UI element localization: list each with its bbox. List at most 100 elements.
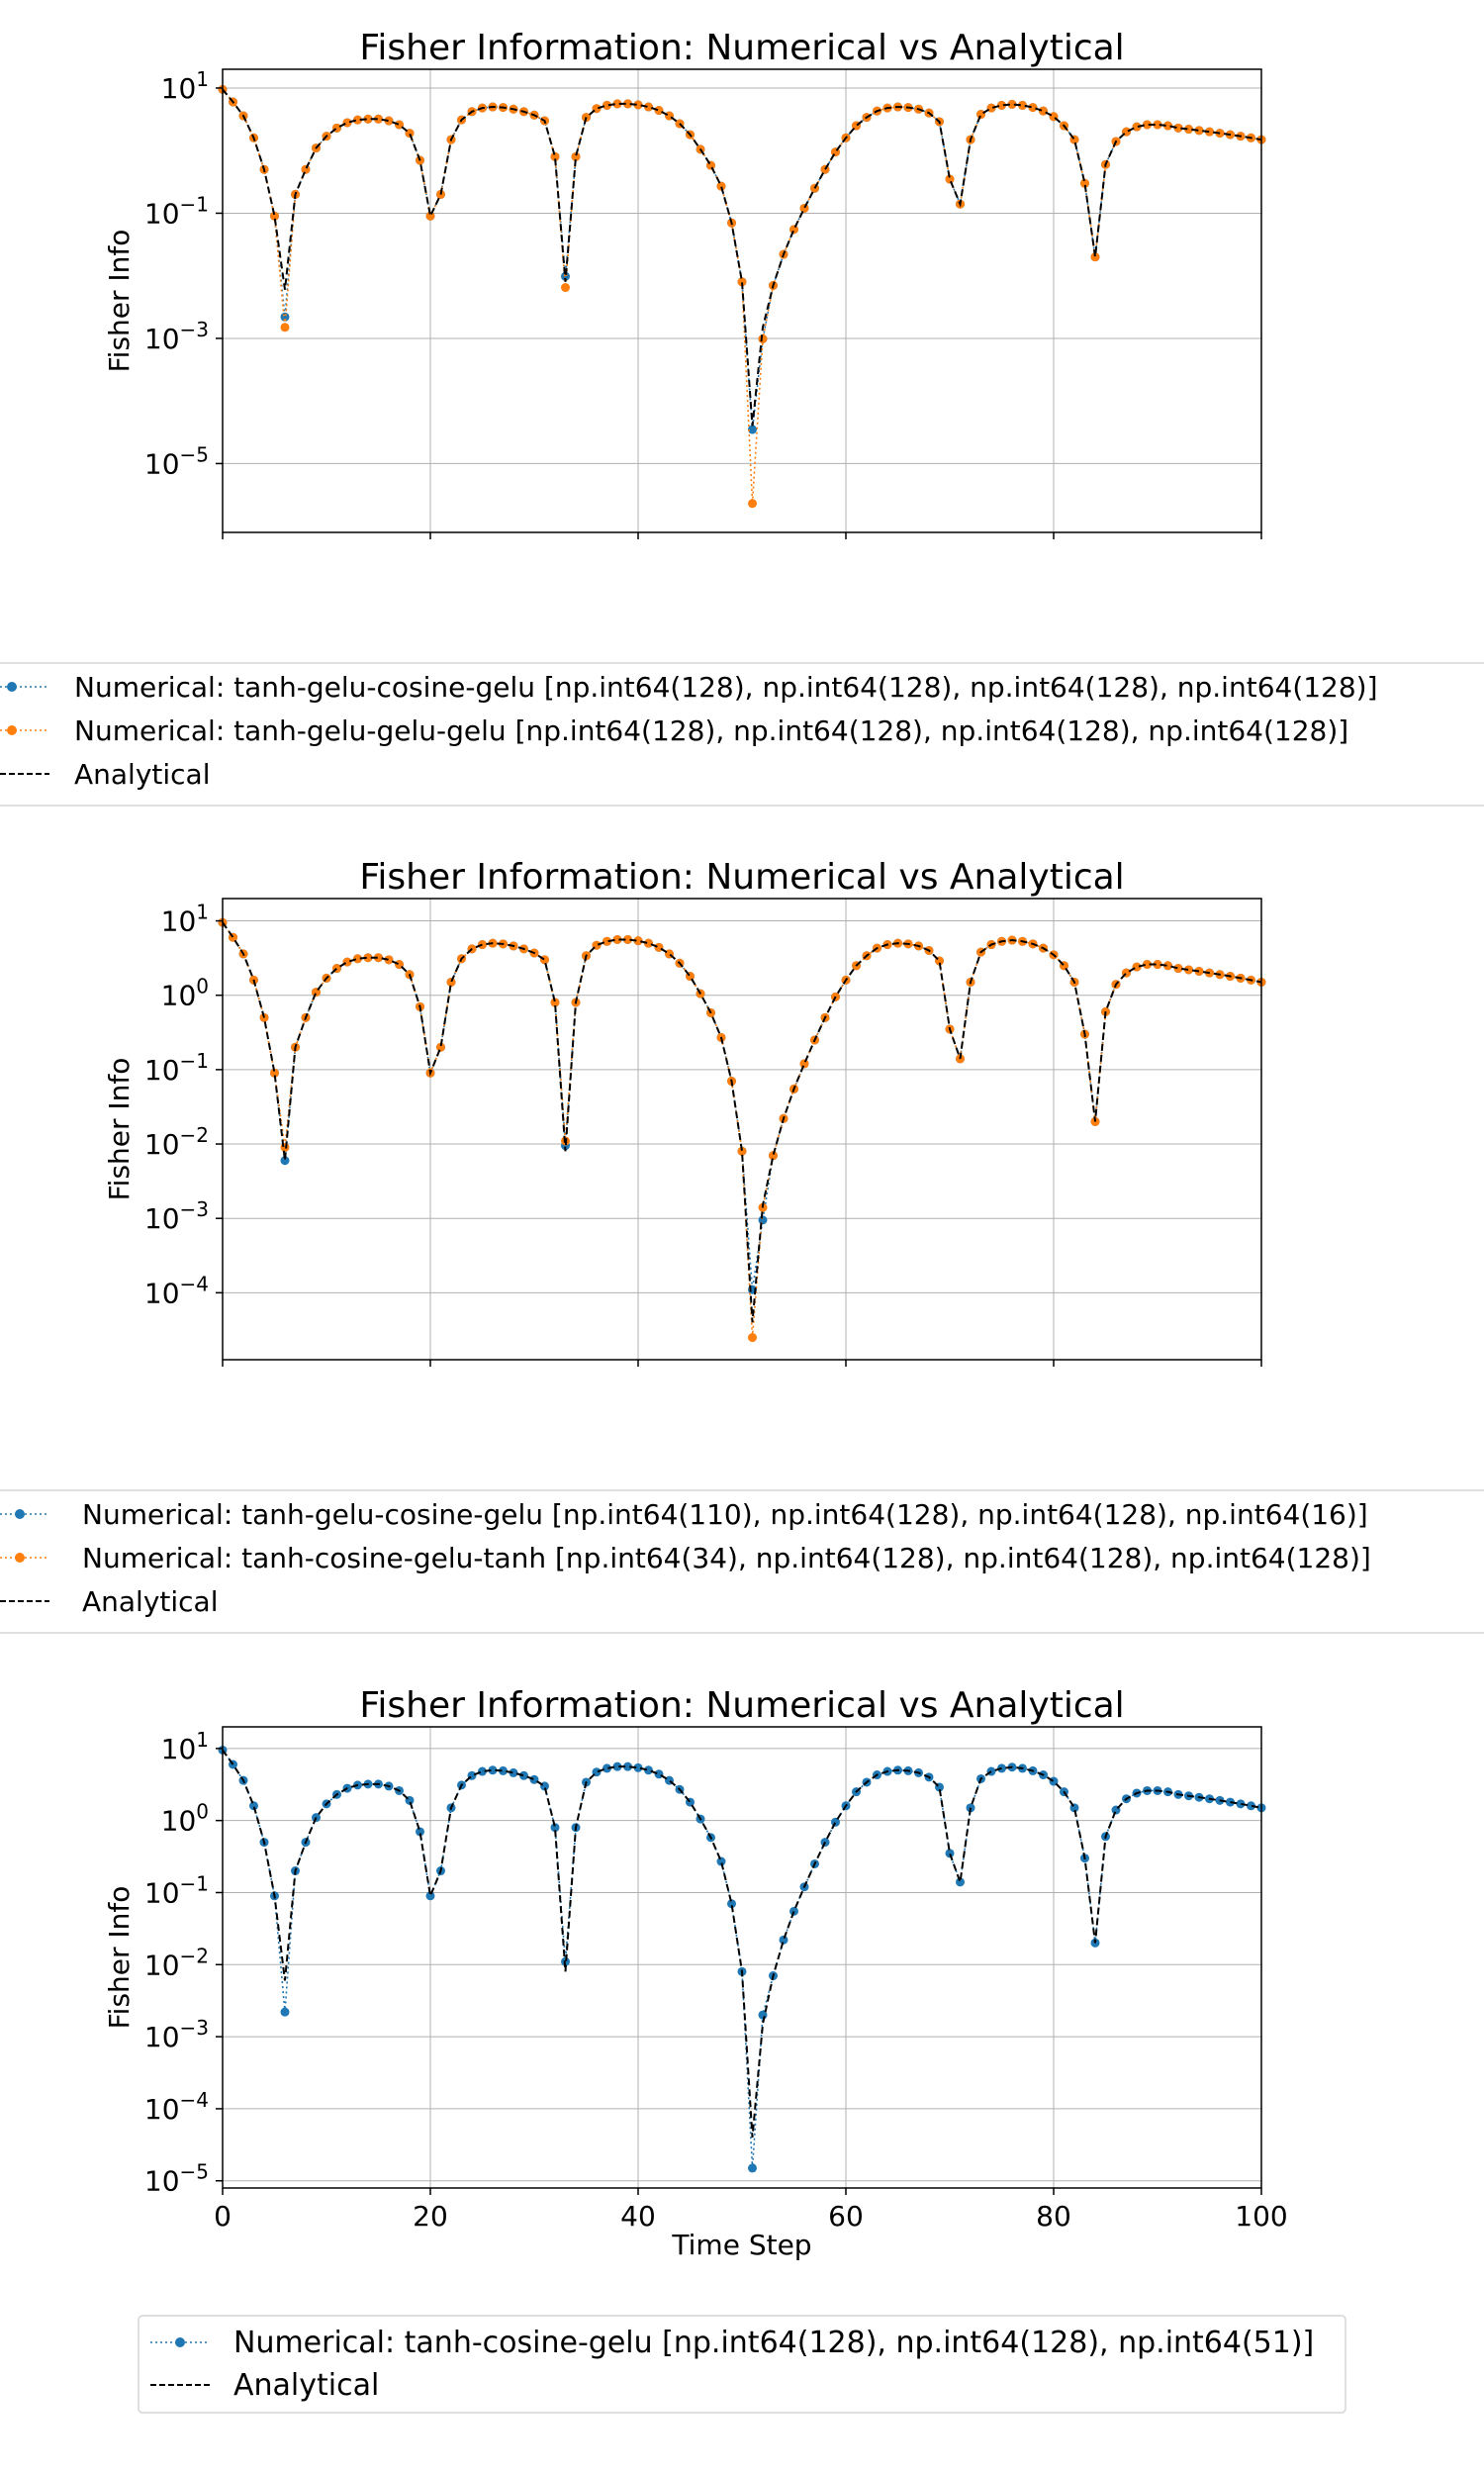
legend-box <box>0 662 1484 807</box>
data-point <box>280 323 290 333</box>
legend-label: Analytical <box>82 1585 219 1618</box>
data-point <box>1236 1799 1246 1809</box>
data-point <box>1153 960 1162 970</box>
chart-panel-2: Fisher Information: Numerical vs Analyti… <box>0 857 1484 1634</box>
data-point <box>405 129 415 139</box>
y-tick-label: 10−1 <box>144 1049 209 1087</box>
data-point <box>550 998 560 1007</box>
data-point <box>612 99 622 109</box>
data-point <box>623 1761 632 1771</box>
data-point <box>1132 122 1142 132</box>
data-point <box>603 936 611 946</box>
x-tick-label: 20 <box>413 2200 448 2233</box>
y-tick-label: 10−2 <box>144 1944 209 1981</box>
data-point <box>1090 252 1100 262</box>
data-point <box>280 2007 290 2017</box>
legend-entry: Numerical: tanh-gelu-gelu-gelu [np.int64… <box>0 714 1348 747</box>
data-point <box>280 1156 290 1166</box>
legend-box <box>0 1489 1484 1634</box>
data-point <box>789 225 798 235</box>
legend-marker-orange <box>7 725 17 735</box>
data-point <box>654 1769 664 1779</box>
data-point <box>623 934 632 944</box>
series-line-analytical <box>222 1749 1262 2138</box>
data-point <box>519 1770 528 1780</box>
data-point <box>633 1762 643 1772</box>
data-point <box>644 938 653 948</box>
legend-label: Analytical <box>233 2368 379 2403</box>
data-point <box>769 1151 778 1161</box>
y-axis-label: Fisher Info <box>103 1886 136 2030</box>
data-point <box>499 1765 508 1775</box>
data-point <box>623 99 632 109</box>
y-axis-label: Fisher Info <box>103 1058 136 1201</box>
data-point <box>789 1906 798 1916</box>
plot-frame <box>222 898 1262 1361</box>
chart-panel-1: Fisher Information: Numerical vs Analyti… <box>0 28 1484 807</box>
data-point <box>270 211 279 221</box>
data-point <box>945 174 955 184</box>
legend: Numerical: tanh-gelu-cosine-gelu [np.int… <box>0 1489 1484 1634</box>
data-point <box>716 1856 726 1866</box>
plot-frame <box>222 1726 1262 2189</box>
data-point <box>561 271 570 281</box>
data-point <box>799 1059 809 1069</box>
data-point <box>1028 103 1038 113</box>
data-point <box>737 1146 747 1156</box>
data-point <box>820 164 830 174</box>
data-point <box>280 1142 290 1152</box>
y-tick-label: 10−5 <box>144 2160 209 2198</box>
data-point <box>1163 961 1172 971</box>
data-point <box>716 181 726 191</box>
legend-entry: Numerical: tanh-gelu-cosine-gelu [np.int… <box>0 1498 1368 1531</box>
plot-frame <box>222 68 1262 533</box>
data-point <box>1184 125 1193 135</box>
legend-marker-blue <box>175 2337 185 2347</box>
data-point <box>633 100 643 110</box>
y-tick-label: 10−4 <box>144 2088 209 2126</box>
legend-label: Numerical: tanh-gelu-cosine-gelu [np.int… <box>82 1498 1368 1531</box>
legend-entry: Analytical <box>150 2368 379 2403</box>
y-axis-label: Fisher Info <box>103 230 136 373</box>
data-point <box>1007 99 1017 109</box>
data-point <box>384 955 394 965</box>
data-point <box>779 1935 788 1945</box>
chart-panel-3: Fisher Information: Numerical vs Analyti… <box>103 1685 1346 2414</box>
x-axis-label: Time Step <box>671 2229 811 2261</box>
data-point <box>612 1761 622 1771</box>
data-point <box>603 1763 611 1773</box>
legend: Numerical: tanh-cosine-gelu [np.int64(12… <box>138 2315 1346 2414</box>
data-point <box>446 977 456 987</box>
x-tick-label: 0 <box>214 2200 232 2233</box>
data-point <box>727 1899 736 1909</box>
chart-title: Fisher Information: Numerical vs Analyti… <box>359 1685 1124 1726</box>
data-point <box>1184 965 1193 975</box>
data-point <box>425 1891 435 1901</box>
y-tick-label: 101 <box>161 1728 209 1765</box>
data-point <box>758 1215 768 1225</box>
legend-label: Numerical: tanh-gelu-gelu-gelu [np.int64… <box>74 714 1348 747</box>
data-point <box>1194 126 1204 136</box>
data-point <box>478 1766 487 1776</box>
y-tick-label: 10−3 <box>144 318 209 355</box>
data-point <box>737 277 747 287</box>
legend-label: Analytical <box>74 758 211 791</box>
data-point <box>644 102 653 112</box>
chart-title: Fisher Information: Numerical vs Analyti… <box>359 28 1124 68</box>
series-line-analytical <box>222 921 1262 1323</box>
legend-box <box>138 2315 1346 2414</box>
data-point <box>416 1827 424 1837</box>
data-point <box>748 2163 757 2173</box>
x-tick-label: 60 <box>828 2200 864 2233</box>
data-point <box>1018 100 1027 110</box>
y-tick-label: 101 <box>161 67 209 105</box>
legend: Numerical: tanh-gelu-cosine-gelu [np.int… <box>0 662 1484 807</box>
legend-marker-blue <box>7 682 17 692</box>
data-point <box>270 1068 279 1078</box>
data-point <box>488 1765 498 1775</box>
data-point <box>1247 1801 1255 1811</box>
data-point <box>374 114 383 124</box>
data-point <box>1039 106 1048 116</box>
data-point <box>550 151 560 161</box>
data-point <box>1173 964 1183 974</box>
